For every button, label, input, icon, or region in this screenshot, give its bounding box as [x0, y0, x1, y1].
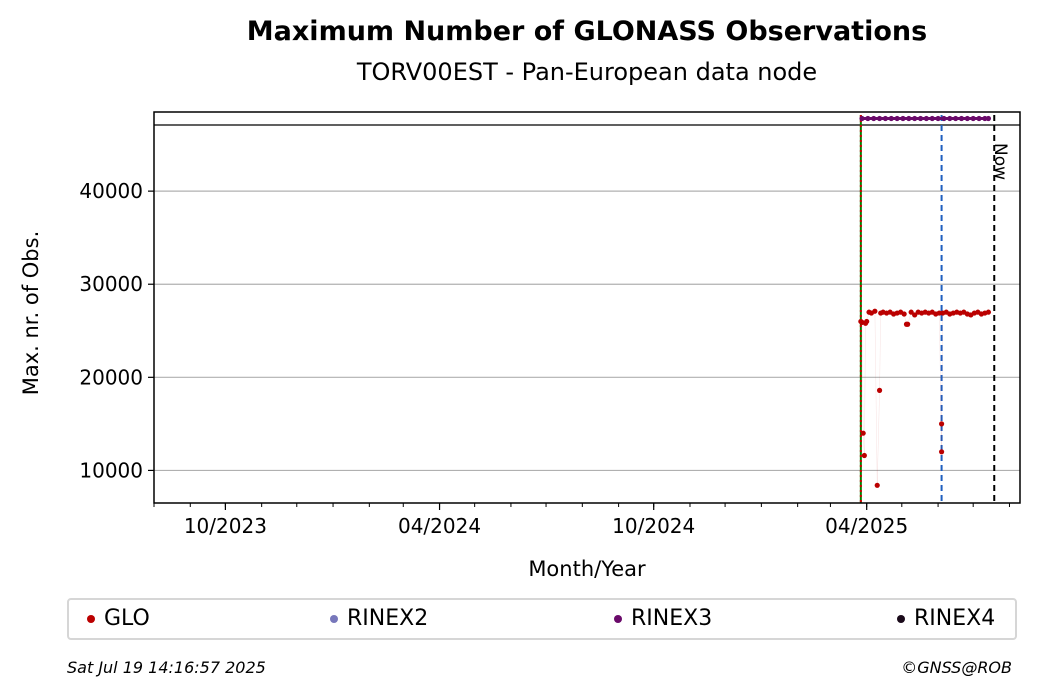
- point-glo: [872, 308, 878, 314]
- point-rinex3: [935, 115, 941, 122]
- point-glo: [912, 312, 918, 318]
- series-line-glo: [860, 310, 989, 486]
- point-glo: [985, 309, 992, 315]
- point-rinex3: [976, 115, 982, 122]
- legend-marker-rinex3: [614, 614, 622, 623]
- point-rinex3: [941, 115, 947, 122]
- legend-item-rinex3: RINEX3: [614, 606, 712, 631]
- point-rinex3: [900, 115, 906, 122]
- legend-item-rinex4: RINEX4: [897, 606, 995, 631]
- point-glo: [908, 309, 914, 315]
- plot-frame: [153, 111, 1021, 504]
- point-rinex3: [917, 115, 924, 122]
- point-glo: [861, 452, 867, 459]
- point-rinex3: [953, 115, 959, 122]
- legend-label-rinex3: RINEX3: [631, 606, 713, 631]
- point-rinex3: [888, 115, 894, 122]
- point-rinex3: [906, 115, 912, 122]
- point-rinex3: [985, 115, 992, 122]
- event-lines: [859, 115, 996, 503]
- legend: GLO RINEX2 RINEX3 RINEX4: [67, 598, 1017, 640]
- point-glo: [905, 321, 911, 327]
- point-glo: [938, 421, 945, 427]
- point-rinex3: [871, 115, 877, 122]
- data-points: [858, 115, 992, 488]
- point-rinex3: [923, 115, 929, 122]
- x-tick-label: 04/2024: [398, 514, 481, 538]
- point-glo: [860, 430, 866, 436]
- footer-timestamp: Sat Jul 19 14:16:57 2025: [67, 658, 266, 677]
- point-rinex3: [912, 115, 918, 122]
- x-tick-label: 04/2025: [825, 514, 908, 538]
- point-rinex3: [859, 115, 865, 122]
- point-glo: [901, 311, 907, 317]
- grid-lines: [154, 190, 1020, 472]
- footer-copyright: ©GNSS@ROB: [901, 658, 1012, 677]
- point-rinex3: [958, 115, 965, 122]
- legend-label-rinex2: RINEX2: [347, 606, 429, 631]
- x-axis: 10/2023 04/2024 10/2024 04/2025: [153, 503, 1010, 538]
- point-rinex3: [929, 115, 935, 122]
- legend-marker-rinex2: [330, 614, 338, 623]
- point-glo: [874, 482, 880, 488]
- chart-title: Maximum Number of GLONASS Observations: [246, 16, 928, 47]
- x-tick-label: 10/2024: [612, 514, 695, 538]
- y-tick-label: 20000: [79, 365, 143, 389]
- point-rinex3: [876, 115, 883, 122]
- point-rinex3: [894, 115, 900, 122]
- point-rinex3: [865, 115, 871, 122]
- y-axis: 10000 20000 30000 40000: [79, 179, 154, 482]
- x-tick-label: 10/2023: [184, 514, 267, 538]
- point-glo: [864, 318, 870, 325]
- y-tick-label: 40000: [79, 179, 143, 203]
- y-axis-label: Max. nr. of Obs.: [19, 231, 43, 396]
- point-rinex3: [947, 115, 953, 122]
- legend-item-glo: GLO: [87, 606, 150, 631]
- y-tick-label: 30000: [79, 272, 143, 296]
- legend-label-rinex4: RINEX4: [914, 606, 996, 631]
- chart-subtitle: TORV00EST - Pan-European data node: [356, 58, 818, 86]
- point-glo: [938, 449, 945, 455]
- legend-marker-rinex4: [897, 614, 905, 623]
- now-label: Now: [990, 143, 1010, 180]
- point-glo: [876, 387, 883, 393]
- legend-item-rinex2: RINEX2: [330, 606, 428, 631]
- legend-label-glo: GLO: [104, 606, 150, 631]
- point-rinex3: [970, 115, 976, 122]
- point-rinex3: [964, 115, 970, 122]
- legend-marker-glo: [87, 614, 95, 623]
- x-axis-label: Month/Year: [528, 557, 646, 581]
- y-tick-label: 10000: [79, 458, 143, 482]
- point-rinex3: [882, 115, 889, 122]
